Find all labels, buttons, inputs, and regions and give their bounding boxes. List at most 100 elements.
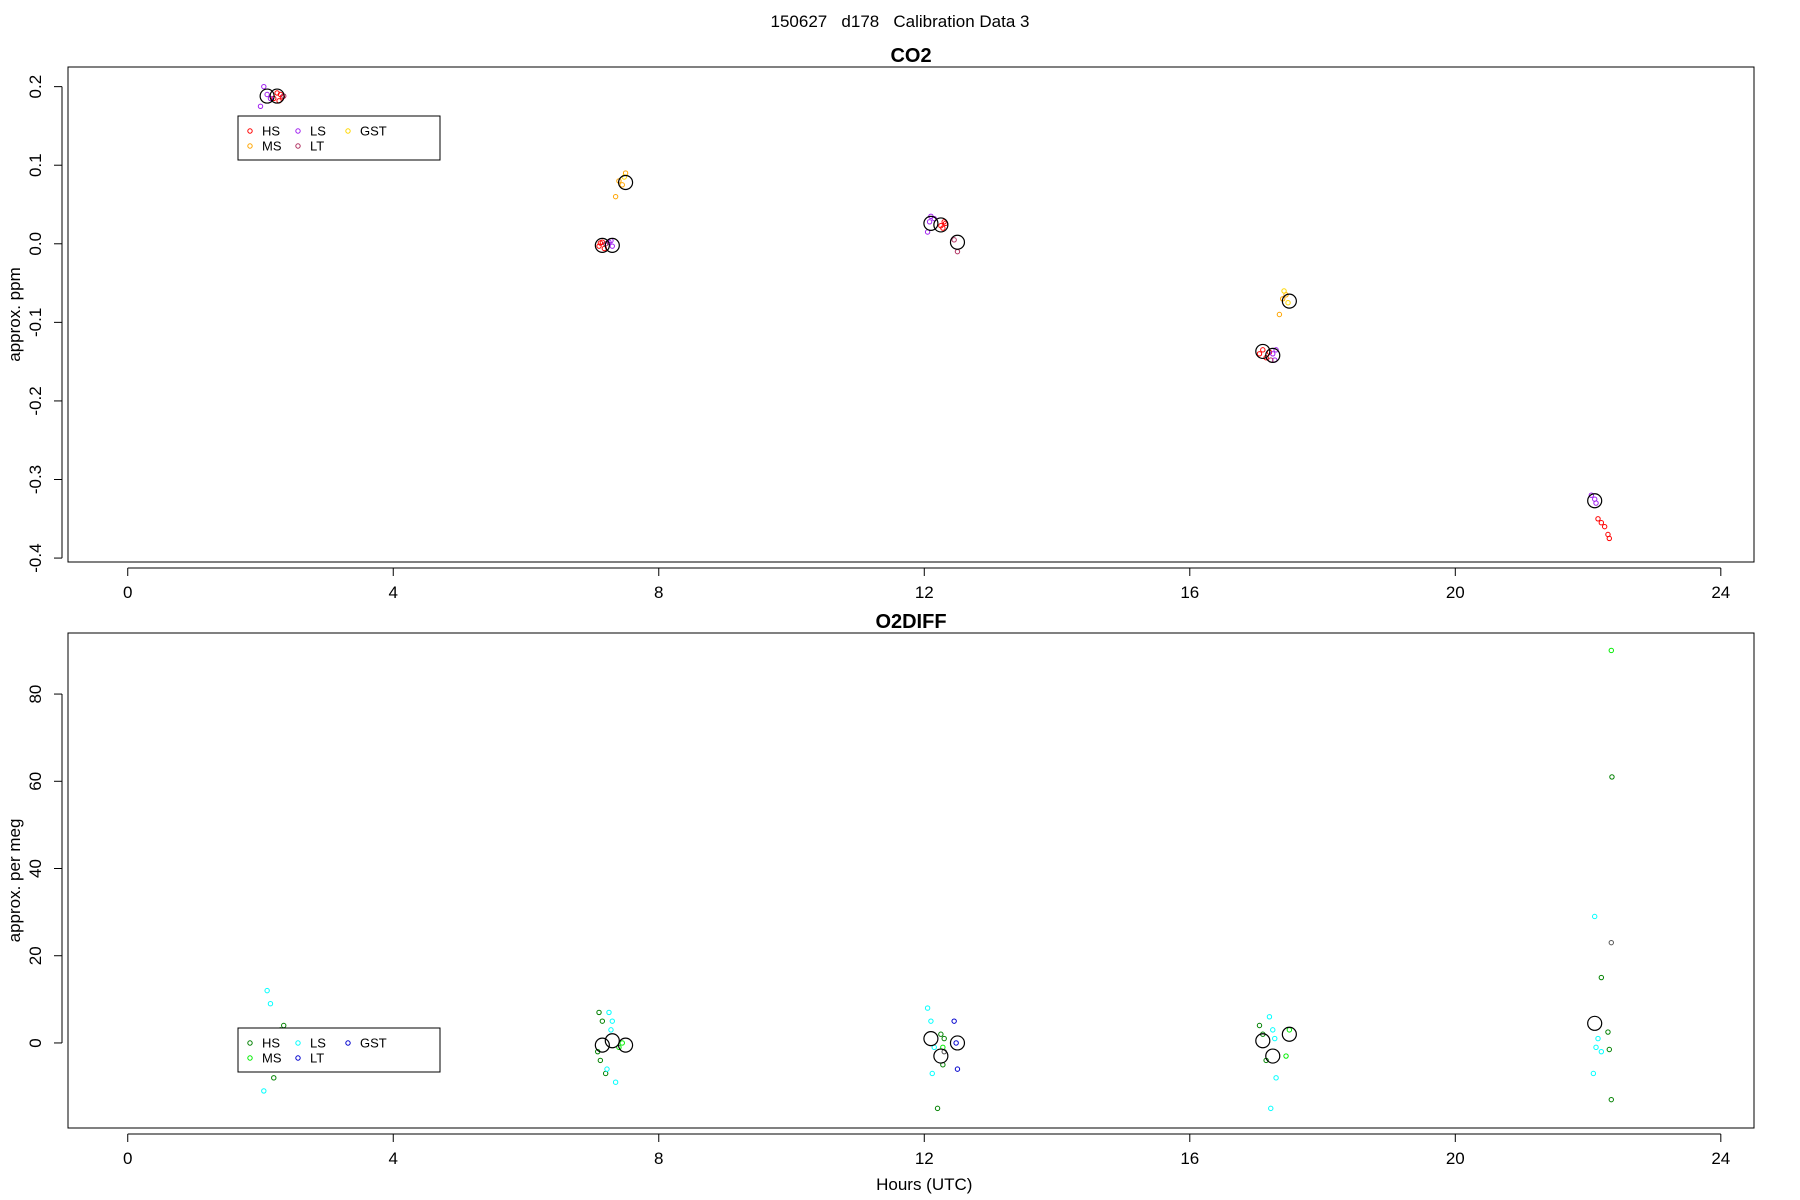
panel-1-x-tick-label: 16: [1180, 583, 1199, 602]
panel-1-x-tick-label: 20: [1446, 583, 1465, 602]
panel-2-data-point: [602, 1070, 609, 1077]
panel-1-mean-point: [1281, 293, 1297, 309]
panel-1-mean-point: [949, 234, 966, 250]
panel-1-y-tick-label: -0.1: [26, 308, 45, 337]
panel-2-mean-point: [1281, 1026, 1297, 1042]
panel-2-legend-marker: [295, 1055, 301, 1061]
panel-1-mean-point: [1587, 493, 1603, 509]
panel-1-legend-label: HS: [262, 124, 280, 139]
panel-2-data-point: [951, 1018, 957, 1024]
panel-2-mean-point: [1265, 1048, 1281, 1064]
panel-1-data-point: [1276, 311, 1283, 318]
panel-1-data-point: [940, 225, 946, 231]
panel-2-title: O2DIFF: [875, 611, 946, 633]
panel-1-x-tick-label: 0: [123, 583, 132, 602]
panel-2-legend-label: HS: [262, 1036, 280, 1051]
panel-1-legend-marker: [247, 143, 253, 149]
panel-2-data-point: [1272, 1035, 1278, 1042]
panel-1-mean-point: [604, 237, 620, 253]
panel-1-data-point: [1260, 347, 1266, 353]
panel-2-data-point: [938, 1031, 944, 1037]
panel-1-data-point: [596, 243, 602, 249]
panel-2-data-point: [924, 1005, 931, 1011]
panel-2-mean-point: [949, 1035, 966, 1051]
panel-2-mean-point: [617, 1037, 634, 1053]
panel-1-mean-point: [594, 237, 610, 253]
panel-1-y-tick-label: -0.3: [26, 465, 45, 494]
panel-2-x-tick-label: 12: [915, 1149, 934, 1168]
panel-1-title: CO2: [890, 45, 931, 67]
panel-1-mean-point: [933, 217, 949, 233]
panel-2-data-point: [1608, 647, 1614, 654]
panel-1-mean-point: [1255, 343, 1271, 360]
panel-1-data-point: [609, 243, 615, 249]
panel-2-data-point: [1608, 1096, 1614, 1103]
panel-2-y-tick-label: 0: [26, 1038, 45, 1047]
panel-1-legend-box: [237, 115, 441, 161]
panel-1-y-tick-label: 0.1: [26, 153, 45, 177]
panel-2-data-point: [1286, 1027, 1293, 1033]
panel-2-x-tick-label: 20: [1446, 1149, 1465, 1168]
panel-1-y-tick-label: -0.4: [26, 543, 45, 572]
panel-1-x-tick-label: 12: [915, 583, 934, 602]
panel-1-data-point: [261, 83, 267, 90]
panel-2-data-point: [1593, 1044, 1599, 1051]
panel-1-x-tick-label: 24: [1711, 583, 1730, 602]
panel-2-legend-marker: [247, 1040, 253, 1046]
panel-2-data-point: [1606, 1046, 1612, 1053]
panel-2-mean-point: [1255, 1033, 1271, 1049]
panel-2-legend-box: [237, 1027, 441, 1073]
panel-2-x-tick-label: 0: [123, 1149, 132, 1168]
panel-1-mean-point: [617, 174, 634, 191]
panel-1-data-point: [612, 193, 619, 200]
panel-2-x-axis-label: Hours (UTC): [876, 1175, 972, 1194]
panel-2-data-point: [1591, 913, 1598, 920]
panel-2-data-point: [1283, 1053, 1289, 1059]
panel-1-data-point: [1593, 500, 1599, 506]
panel-1-data-point: [1601, 523, 1608, 530]
panel-1-mean-point: [1265, 347, 1281, 363]
panel-1-x-tick-label: 4: [389, 583, 398, 602]
panel-2-data-point: [954, 1066, 961, 1072]
panel-2-y-tick-label: 60: [26, 772, 45, 791]
panel-2-data-point: [271, 1075, 277, 1081]
panel-2-data-point: [1273, 1075, 1279, 1081]
panel-2-y-axis-label: approx. per meg: [5, 819, 24, 943]
panel-1-legend-marker: [295, 128, 301, 134]
panel-2-mean-point: [604, 1033, 620, 1049]
panel-1-legend-label: LS: [310, 124, 326, 139]
panel-2-data-point: [1266, 1014, 1273, 1020]
panel-1-data-point: [1270, 351, 1276, 357]
panel-1-data-point: [954, 248, 961, 255]
panel-1-legend-label: GST: [360, 124, 387, 139]
panel-2-x-tick-label: 16: [1180, 1149, 1199, 1168]
panel-2-data-point: [599, 1018, 606, 1024]
panel-2-data-point: [619, 1040, 625, 1046]
panel-2-data-point: [1270, 1027, 1276, 1033]
panel-1-y-tick-label: 0.0: [26, 232, 45, 256]
figure-title: 150627 d178 Calibration Data 3: [770, 12, 1030, 31]
panel-2-data-point: [606, 1009, 612, 1016]
panel-2-mean-point: [1587, 1015, 1603, 1031]
panel-2-data-point: [281, 1022, 287, 1029]
panel-1-data-point: [1281, 288, 1287, 294]
panel-1-legend-marker: [247, 128, 253, 134]
panel-2-data-point: [612, 1079, 619, 1085]
panel-2-data-point: [934, 1105, 941, 1112]
panel-2-y-tick-label: 40: [26, 859, 45, 878]
panel-1-mean-point: [259, 88, 275, 104]
panel-2-data-point: [1268, 1105, 1274, 1112]
panel-1-legend-label: MS: [262, 139, 282, 154]
panel-2-x-tick-label: 8: [654, 1149, 663, 1168]
panel-2-legend-label: LT: [310, 1051, 324, 1066]
panel-1-data-point: [951, 237, 957, 243]
panel-2-legend-label: GST: [360, 1036, 387, 1051]
panel-2-data-point: [928, 1018, 934, 1024]
panel-2-data-point: [597, 1057, 604, 1064]
panel-2-legend-marker: [345, 1040, 351, 1046]
panel-1-legend-label: LT: [310, 139, 324, 154]
panel-2-data-point: [608, 1027, 614, 1033]
panel-2-y-tick-label: 20: [26, 946, 45, 965]
panel-1-data-point: [1285, 300, 1291, 306]
